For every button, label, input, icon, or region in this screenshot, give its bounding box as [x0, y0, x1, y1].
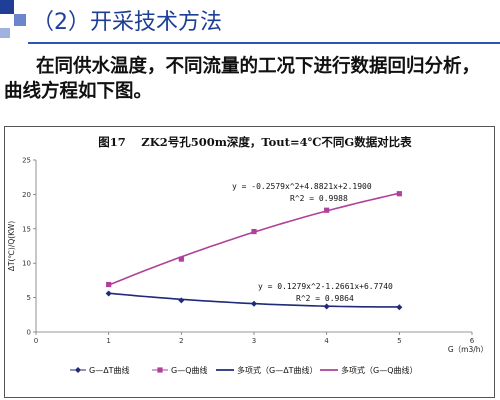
legend-label: 多项式（G—Q曲线） — [341, 365, 418, 375]
legend-label: G—Q曲线 — [171, 365, 208, 375]
data-point-q — [106, 281, 112, 288]
x-tick-label: 3 — [252, 337, 256, 345]
body-paragraph: 在同供水温度，不同流量的工况下进行数据回归分析， 曲线方程如下图。 — [4, 54, 496, 104]
trendline-2 — [108, 192, 400, 286]
slide-title: （2）开采技术方法 — [32, 10, 222, 35]
legend-label: G—ΔT曲线 — [89, 365, 130, 375]
x-tick-label: 5 — [397, 337, 401, 345]
y-tick-label: 10 — [22, 260, 31, 268]
data-point-q — [178, 256, 184, 262]
chart-frame — [4, 126, 495, 398]
data-point-dt — [178, 297, 185, 304]
y-tick-label: 0 — [27, 329, 31, 337]
legend-label: 多项式（G—ΔT曲线） — [237, 365, 318, 375]
chart-title: 图17 ZK2号孔500m深度，Tout=4℃不同G数据对比表 — [98, 135, 412, 149]
r2-q: R^2 = 0.9988 — [290, 194, 348, 203]
data-point-dt — [323, 303, 330, 310]
body-line-2: 曲线方程如下图。 — [4, 81, 153, 102]
y-axis-label: ΔT(℃)/Q(KW) — [7, 221, 16, 271]
data-point-dt — [251, 300, 257, 307]
title-bar: （2）开采技术方法 — [0, 0, 500, 46]
x-tick-label: 1 — [106, 337, 110, 345]
decor-square-icon — [0, 28, 10, 38]
data-point-dt — [105, 290, 112, 297]
data-point-dt — [396, 304, 403, 311]
body-line-1: 在同供水温度，不同流量的工况下进行数据回归分析， — [36, 56, 481, 77]
data-point-q — [324, 207, 330, 213]
data-point-q — [251, 228, 257, 235]
equation-dt: y = 0.1279x^2-1.2661x+6.7740 — [258, 282, 393, 291]
x-axis-label: G（m3/h） — [448, 345, 488, 354]
x-tick-label: 2 — [179, 337, 183, 345]
legend-marker-diamond — [75, 367, 81, 373]
equation-q: y = -0.2579x^2+4.8821x+2.1900 — [232, 182, 372, 191]
x-tick-label: 4 — [324, 337, 329, 345]
decor-square-icon — [14, 14, 26, 26]
x-tick-label: 6 — [470, 337, 475, 345]
y-tick-label: 5 — [27, 294, 31, 302]
y-tick-label: 15 — [22, 225, 31, 233]
y-tick-label: 25 — [22, 157, 31, 165]
title-underline — [28, 42, 500, 44]
decor-square-icon — [0, 0, 14, 14]
legend-marker-square — [157, 367, 163, 373]
y-tick-label: 20 — [22, 191, 31, 199]
data-point-q — [396, 191, 402, 197]
x-tick-label: 0 — [34, 337, 38, 345]
r2-dt: R^2 = 0.9864 — [296, 294, 354, 303]
